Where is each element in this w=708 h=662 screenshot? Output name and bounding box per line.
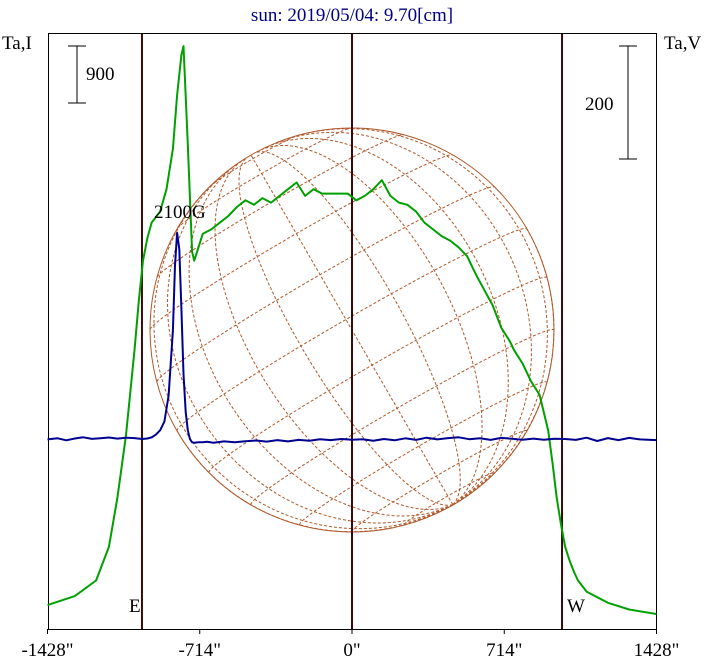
stokes-i-line: [47, 45, 657, 615]
field-strength-annotation: 2100G: [154, 202, 206, 223]
longitude-line: [264, 137, 509, 506]
longitude-line: [250, 154, 454, 505]
longitude-line: [255, 151, 461, 505]
left-scale-bar-label: 900: [86, 64, 115, 85]
longitude-line: [153, 185, 454, 530]
right-axis-label: Ta,V: [664, 33, 701, 54]
x-tick-label: -714": [178, 640, 221, 661]
longitude-line: [238, 157, 453, 506]
west-limb-label: W: [567, 596, 585, 617]
stokes-v-line: [47, 231, 657, 444]
longitude-line: [166, 170, 454, 524]
right-scale-bar-label: 200: [585, 94, 614, 115]
solar-disk-grid: [149, 127, 555, 533]
latitude-line: [156, 186, 495, 382]
longitude-line: [260, 144, 483, 505]
chart-title: sun: 2019/05/04: 9.70[cm]: [251, 5, 453, 26]
x-tick-label: 714": [486, 640, 522, 661]
latitude-line: [149, 154, 453, 330]
latitude-line: [210, 134, 299, 187]
longitude-line: [176, 430, 454, 533]
x-tick-label: 0": [343, 640, 360, 661]
longitude-line: [214, 160, 453, 510]
latitude-line: [351, 430, 528, 532]
x-tick-label: 1428": [634, 640, 680, 661]
marker-lines: [140, 34, 564, 629]
longitude-line: [297, 128, 548, 506]
data-series: [47, 45, 657, 615]
left-axis-label: Ta,I: [2, 33, 32, 54]
x-tick-label: -1428": [21, 640, 73, 661]
longitude-line: [188, 162, 454, 517]
longitude-line: [275, 131, 532, 506]
scale-bars: 900 200: [68, 45, 637, 160]
x-axis-ticks: -1428" -714" 0" 714" 1428": [21, 629, 679, 661]
longitude-line: [452, 228, 555, 506]
latitude-line: [298, 381, 548, 525]
east-limb-label: E: [129, 596, 141, 617]
